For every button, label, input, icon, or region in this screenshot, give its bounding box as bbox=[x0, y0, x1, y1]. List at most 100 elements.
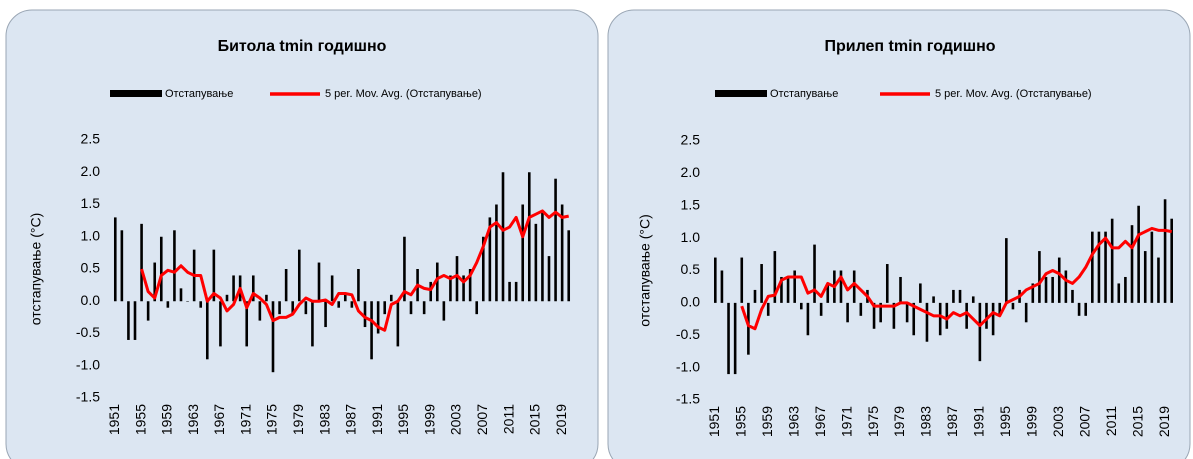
y-tick-label: 0.0 bbox=[681, 294, 701, 310]
bar bbox=[317, 262, 321, 302]
y-tick-label: 0.5 bbox=[681, 261, 701, 277]
y-tick-label: 0.0 bbox=[81, 292, 101, 308]
bar bbox=[212, 249, 216, 302]
x-tick-label: 2019 bbox=[553, 404, 569, 435]
bar bbox=[1124, 276, 1127, 303]
x-tick-label: 1955 bbox=[132, 404, 148, 435]
bar bbox=[1170, 218, 1173, 303]
legend-label: 5 per. Mov. Avg. (Отстапување) bbox=[935, 88, 1092, 100]
bar bbox=[350, 301, 354, 308]
bar bbox=[330, 275, 334, 302]
bar bbox=[839, 270, 843, 303]
bar bbox=[958, 289, 962, 303]
x-tick-label: 1995 bbox=[395, 404, 411, 435]
bar bbox=[297, 249, 301, 302]
bar bbox=[852, 270, 856, 303]
bar bbox=[186, 301, 189, 302]
bar bbox=[912, 302, 916, 336]
x-tick-label: 1983 bbox=[918, 406, 934, 437]
bar bbox=[547, 256, 551, 302]
bar bbox=[501, 172, 505, 302]
bar bbox=[324, 301, 327, 328]
x-tick-label: 1979 bbox=[290, 404, 306, 435]
bar bbox=[140, 223, 143, 302]
bar bbox=[998, 302, 1002, 316]
bar bbox=[383, 301, 387, 315]
bar bbox=[991, 302, 995, 336]
bar bbox=[826, 283, 830, 303]
bar bbox=[859, 302, 863, 316]
x-tick-label: 2003 bbox=[448, 404, 464, 435]
bar bbox=[780, 276, 783, 303]
x-tick-label: 2011 bbox=[500, 404, 516, 434]
x-tick-label: 1963 bbox=[185, 404, 201, 435]
bar bbox=[159, 236, 163, 302]
bar bbox=[740, 257, 744, 303]
bar bbox=[1044, 276, 1048, 303]
bar bbox=[495, 204, 498, 302]
bar bbox=[905, 302, 909, 323]
x-tick-label: 1971 bbox=[237, 404, 253, 435]
x-tick-label: 1987 bbox=[944, 406, 960, 437]
bar bbox=[872, 302, 876, 329]
bar bbox=[403, 236, 406, 302]
x-tick-label: 1983 bbox=[316, 404, 332, 435]
bar bbox=[232, 275, 235, 302]
bar bbox=[1084, 302, 1088, 316]
bar bbox=[753, 289, 757, 303]
bar bbox=[225, 294, 229, 302]
bar bbox=[985, 302, 988, 329]
moving-average-line bbox=[740, 226, 1172, 331]
bar bbox=[978, 302, 982, 362]
x-tick-label: 1971 bbox=[838, 406, 854, 437]
bar bbox=[153, 262, 157, 302]
bar bbox=[1137, 205, 1140, 303]
bar bbox=[541, 210, 544, 302]
y-tick-label: -1.0 bbox=[76, 356, 100, 372]
bar bbox=[819, 302, 823, 316]
y-axis-label: отстапување (°C) bbox=[28, 213, 44, 326]
bar bbox=[720, 270, 724, 303]
y-tick-label: -1.5 bbox=[676, 391, 700, 407]
bar bbox=[389, 294, 393, 302]
x-tick-label: 1987 bbox=[343, 404, 359, 435]
bar bbox=[1077, 302, 1081, 316]
bar bbox=[945, 302, 949, 329]
bar bbox=[179, 288, 183, 302]
bar bbox=[376, 301, 380, 334]
bar bbox=[488, 217, 492, 302]
bar bbox=[1051, 276, 1054, 303]
bar bbox=[462, 275, 465, 302]
bar bbox=[514, 281, 518, 302]
legend-label: Отстапување bbox=[770, 88, 838, 100]
x-tick-label: 1959 bbox=[759, 406, 775, 437]
x-tick-label: 2007 bbox=[474, 404, 490, 435]
chart-title: Битола tmin годишно bbox=[218, 38, 387, 55]
x-tick-label: 1975 bbox=[264, 404, 280, 435]
bar bbox=[747, 302, 750, 355]
bar bbox=[899, 276, 902, 303]
bar bbox=[1104, 231, 1107, 303]
y-tick-label: -1.0 bbox=[676, 358, 700, 374]
bar bbox=[965, 302, 968, 329]
x-tick-label: 1991 bbox=[971, 406, 987, 437]
bar bbox=[1031, 283, 1035, 303]
bar bbox=[892, 302, 896, 329]
bar bbox=[952, 289, 955, 303]
x-tick-label: 1951 bbox=[106, 404, 122, 435]
bar bbox=[113, 217, 117, 302]
bar bbox=[1157, 257, 1160, 303]
bar bbox=[271, 301, 275, 373]
bar bbox=[245, 301, 249, 347]
panel bbox=[5, 9, 599, 459]
x-tick-label: 1995 bbox=[997, 406, 1013, 437]
x-tick-label: 1999 bbox=[421, 404, 437, 435]
bar bbox=[357, 269, 360, 302]
y-tick-label: 0.5 bbox=[81, 260, 101, 276]
y-tick-label: -1.5 bbox=[76, 389, 100, 405]
bar bbox=[793, 270, 796, 303]
moving-average-line bbox=[140, 209, 569, 332]
bar bbox=[1091, 231, 1094, 303]
bar bbox=[1071, 289, 1074, 303]
